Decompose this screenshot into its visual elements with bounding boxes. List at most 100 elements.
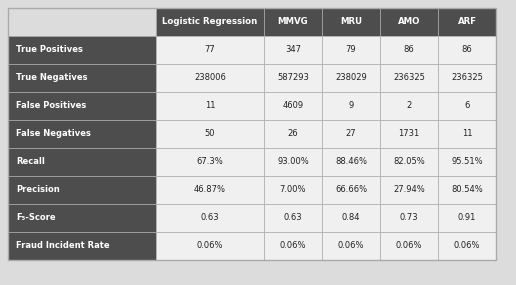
Bar: [8, 148, 156, 176]
Text: Recall: Recall: [16, 158, 45, 166]
Bar: [438, 148, 496, 176]
Text: Logistic Regression: Logistic Regression: [163, 17, 257, 27]
Text: 86: 86: [404, 46, 414, 54]
Bar: [264, 148, 322, 176]
Text: 0.73: 0.73: [400, 213, 418, 223]
Text: 2: 2: [407, 101, 412, 111]
Bar: [156, 204, 264, 232]
Bar: [380, 92, 438, 120]
Bar: [438, 92, 496, 120]
Text: 236325: 236325: [393, 74, 425, 82]
Text: 88.46%: 88.46%: [335, 158, 367, 166]
Bar: [8, 92, 156, 120]
Bar: [156, 232, 264, 260]
Text: 236325: 236325: [451, 74, 483, 82]
Bar: [380, 36, 438, 64]
Text: 0.63: 0.63: [201, 213, 219, 223]
Bar: [264, 92, 322, 120]
Bar: [438, 120, 496, 148]
Bar: [438, 36, 496, 64]
Text: 93.00%: 93.00%: [277, 158, 309, 166]
Text: 77: 77: [205, 46, 215, 54]
Text: MRU: MRU: [340, 17, 362, 27]
Bar: [438, 204, 496, 232]
Text: False Negatives: False Negatives: [16, 129, 91, 139]
Text: Precision: Precision: [16, 186, 60, 194]
Text: 80.54%: 80.54%: [451, 186, 483, 194]
Text: 27.94%: 27.94%: [393, 186, 425, 194]
Bar: [8, 232, 156, 260]
Text: Fraud Incident Rate: Fraud Incident Rate: [16, 241, 109, 251]
Bar: [264, 8, 322, 36]
Bar: [264, 232, 322, 260]
Text: 6: 6: [464, 101, 470, 111]
Bar: [264, 120, 322, 148]
Text: 86: 86: [462, 46, 472, 54]
Bar: [322, 176, 380, 204]
Bar: [380, 120, 438, 148]
Bar: [8, 204, 156, 232]
Bar: [264, 204, 322, 232]
Bar: [8, 36, 156, 64]
Bar: [438, 232, 496, 260]
Bar: [438, 176, 496, 204]
Bar: [264, 36, 322, 64]
Bar: [156, 148, 264, 176]
Bar: [264, 64, 322, 92]
Text: AMO: AMO: [398, 17, 420, 27]
Text: 238029: 238029: [335, 74, 367, 82]
Text: 50: 50: [205, 129, 215, 139]
Text: 0.06%: 0.06%: [338, 241, 364, 251]
Bar: [322, 64, 380, 92]
Bar: [156, 36, 264, 64]
Bar: [156, 92, 264, 120]
Text: 238006: 238006: [194, 74, 226, 82]
Bar: [380, 204, 438, 232]
Bar: [156, 8, 264, 36]
Text: 0.06%: 0.06%: [396, 241, 422, 251]
Text: 0.91: 0.91: [458, 213, 476, 223]
Text: 82.05%: 82.05%: [393, 158, 425, 166]
Text: ARF: ARF: [458, 17, 476, 27]
Bar: [156, 120, 264, 148]
Bar: [8, 64, 156, 92]
Bar: [380, 176, 438, 204]
Text: 4609: 4609: [282, 101, 303, 111]
Text: 0.06%: 0.06%: [197, 241, 223, 251]
Text: 11: 11: [205, 101, 215, 111]
Bar: [156, 64, 264, 92]
Text: 0.06%: 0.06%: [454, 241, 480, 251]
Bar: [8, 176, 156, 204]
Text: 26: 26: [288, 129, 298, 139]
Text: 0.84: 0.84: [342, 213, 360, 223]
Bar: [322, 8, 380, 36]
Text: True Negatives: True Negatives: [16, 74, 88, 82]
Bar: [380, 8, 438, 36]
Bar: [8, 8, 156, 36]
Text: 9: 9: [348, 101, 353, 111]
Bar: [322, 148, 380, 176]
Bar: [322, 232, 380, 260]
Text: 0.06%: 0.06%: [280, 241, 307, 251]
Text: 0.63: 0.63: [284, 213, 302, 223]
Text: MMVG: MMVG: [278, 17, 309, 27]
Bar: [264, 176, 322, 204]
Text: 66.66%: 66.66%: [335, 186, 367, 194]
Bar: [380, 64, 438, 92]
Text: F₅-Score: F₅-Score: [16, 213, 56, 223]
Text: False Positives: False Positives: [16, 101, 86, 111]
Bar: [8, 8, 496, 260]
Bar: [322, 204, 380, 232]
Bar: [322, 36, 380, 64]
Bar: [438, 64, 496, 92]
Text: 79: 79: [346, 46, 357, 54]
Text: True Positives: True Positives: [16, 46, 83, 54]
Text: 95.51%: 95.51%: [451, 158, 483, 166]
Text: 67.3%: 67.3%: [197, 158, 223, 166]
Text: 347: 347: [285, 46, 301, 54]
Text: 46.87%: 46.87%: [194, 186, 226, 194]
Text: 1731: 1731: [398, 129, 420, 139]
Bar: [380, 148, 438, 176]
Text: 7.00%: 7.00%: [280, 186, 307, 194]
Bar: [322, 92, 380, 120]
